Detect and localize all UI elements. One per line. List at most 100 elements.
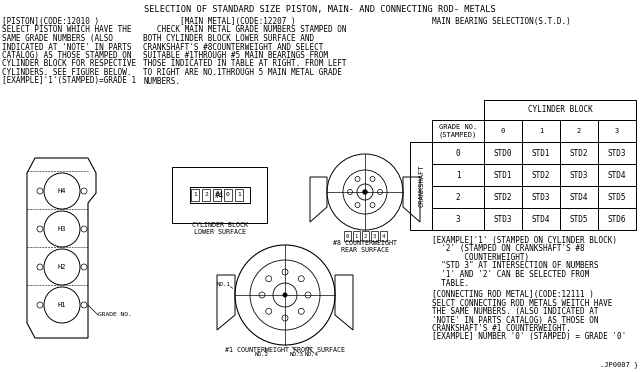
- Bar: [598, 208, 636, 230]
- Bar: [522, 186, 560, 208]
- Text: STD2: STD2: [570, 148, 588, 157]
- Text: COUNTERWEIGHT): COUNTERWEIGHT): [432, 253, 529, 262]
- Text: NO.2: NO.2: [255, 353, 269, 357]
- Text: '2' (STAMPED ON CRANKSHAFT'S #8: '2' (STAMPED ON CRANKSHAFT'S #8: [432, 244, 584, 253]
- Bar: [522, 142, 560, 164]
- Bar: [484, 142, 522, 164]
- Bar: [235, 189, 243, 201]
- Text: CATALOG) AS THOSE STAMPED ON: CATALOG) AS THOSE STAMPED ON: [2, 51, 131, 60]
- Bar: [484, 164, 522, 186]
- Text: STD1: STD1: [532, 148, 550, 157]
- Bar: [560, 208, 598, 230]
- Text: 'NOTE' IN PARTS CATALOG) AS THOSE ON: 'NOTE' IN PARTS CATALOG) AS THOSE ON: [432, 315, 598, 324]
- Text: STD5: STD5: [608, 192, 627, 202]
- Bar: [598, 164, 636, 186]
- Text: CYLINDERS. SEE FIGURE BELOW.: CYLINDERS. SEE FIGURE BELOW.: [2, 68, 131, 77]
- Text: TO RIGHT ARE NO.1THROUGH 5 MAIN METAL GRADE: TO RIGHT ARE NO.1THROUGH 5 MAIN METAL GR…: [143, 68, 342, 77]
- Bar: [344, 231, 351, 241]
- Text: NO.3: NO.3: [290, 353, 304, 357]
- Text: BOTH CYLINDER BLOCK LOWER SURFACE AND: BOTH CYLINDER BLOCK LOWER SURFACE AND: [143, 34, 314, 43]
- Text: CHECK MAIN METAL GRADE NUMBERS STAMPED ON: CHECK MAIN METAL GRADE NUMBERS STAMPED O…: [143, 26, 346, 35]
- Circle shape: [282, 292, 287, 298]
- Text: 3: 3: [372, 234, 376, 238]
- Text: MAIN BEARING SELECTION(S.T.D.): MAIN BEARING SELECTION(S.T.D.): [432, 17, 571, 26]
- Bar: [560, 120, 598, 142]
- Bar: [484, 100, 636, 120]
- Text: STD2: STD2: [493, 192, 512, 202]
- Bar: [484, 120, 522, 142]
- Bar: [191, 189, 199, 201]
- Text: NO.4: NO.4: [305, 353, 319, 357]
- Text: #8 COUNTERWEIGHT
REAR SURFACE: #8 COUNTERWEIGHT REAR SURFACE: [333, 240, 397, 253]
- Text: GRADE NO.
(STAMPED): GRADE NO. (STAMPED): [439, 124, 477, 138]
- Text: [CONNECTING ROD METAL](CODE:12111 ): [CONNECTING ROD METAL](CODE:12111 ): [432, 290, 594, 299]
- Text: 0: 0: [346, 234, 349, 238]
- Bar: [380, 231, 387, 241]
- Text: H4: H4: [58, 188, 67, 194]
- Text: [PISTON](CODE:12010 ): [PISTON](CODE:12010 ): [2, 17, 99, 26]
- Text: 2: 2: [577, 128, 581, 134]
- Text: SELECTION OF STANDARD SIZE PISTON, MAIN- AND CONNECTING ROD- METALS: SELECTION OF STANDARD SIZE PISTON, MAIN-…: [144, 5, 496, 14]
- Text: CRANKSHAFT'S #8COUNTERWEIGHT AND SELECT: CRANKSHAFT'S #8COUNTERWEIGHT AND SELECT: [143, 42, 323, 51]
- Text: 1: 1: [539, 128, 543, 134]
- Text: 3: 3: [456, 215, 460, 224]
- Text: CRANKSHAFT'S #1 COUNTERWEIGHT.: CRANKSHAFT'S #1 COUNTERWEIGHT.: [432, 324, 571, 333]
- Text: STD4: STD4: [570, 192, 588, 202]
- Bar: [202, 189, 210, 201]
- Text: 1: 1: [456, 170, 460, 180]
- Text: CYLINDER BLOCK
LOWER SURFACE: CYLINDER BLOCK LOWER SURFACE: [192, 222, 248, 235]
- Text: SELECT PISTON WHICH HAVE THE: SELECT PISTON WHICH HAVE THE: [2, 26, 131, 35]
- Bar: [522, 208, 560, 230]
- Text: STD6: STD6: [608, 215, 627, 224]
- Bar: [598, 186, 636, 208]
- Text: H2: H2: [58, 264, 67, 270]
- Bar: [213, 189, 221, 201]
- Text: STD0: STD0: [493, 148, 512, 157]
- Text: SELCT CONNECTING ROD METALS WEITCH HAVE: SELCT CONNECTING ROD METALS WEITCH HAVE: [432, 298, 612, 308]
- Bar: [598, 120, 636, 142]
- Text: STD5: STD5: [570, 215, 588, 224]
- Text: GRADE NO.: GRADE NO.: [98, 312, 132, 317]
- Bar: [172, 167, 267, 223]
- Text: NO.1: NO.1: [217, 282, 231, 288]
- Bar: [353, 231, 360, 241]
- Text: [EXAMPLE]'1' (STAMPED ON CYLINDER BLOCK): [EXAMPLE]'1' (STAMPED ON CYLINDER BLOCK): [432, 236, 617, 245]
- Text: 4: 4: [381, 234, 385, 238]
- Bar: [432, 164, 484, 186]
- Text: "STD 3" AT INTERSECTION OF NUMBERS: "STD 3" AT INTERSECTION OF NUMBERS: [432, 262, 598, 270]
- Bar: [432, 208, 484, 230]
- Bar: [362, 231, 369, 241]
- Text: 2: 2: [204, 192, 208, 196]
- Text: CYLINDER BLOCK FOR RESPECTIVE: CYLINDER BLOCK FOR RESPECTIVE: [2, 60, 136, 68]
- Text: H1: H1: [58, 302, 67, 308]
- Bar: [598, 142, 636, 164]
- Bar: [432, 120, 484, 142]
- Text: '1' AND '2' CAN BE SELECTED FROM: '1' AND '2' CAN BE SELECTED FROM: [432, 270, 589, 279]
- Text: TABLE.: TABLE.: [432, 279, 469, 288]
- Text: STD3: STD3: [493, 215, 512, 224]
- Bar: [410, 142, 432, 230]
- Text: CRANKSHAFT: CRANKSHAFT: [418, 165, 424, 207]
- Text: 2: 2: [364, 234, 367, 238]
- Text: STD2: STD2: [532, 170, 550, 180]
- Bar: [484, 186, 522, 208]
- Text: 1: 1: [237, 192, 241, 196]
- Text: STD3: STD3: [532, 192, 550, 202]
- Text: 0: 0: [456, 148, 460, 157]
- Text: INDICATED AT 'NOTE' IN PARTS: INDICATED AT 'NOTE' IN PARTS: [2, 42, 131, 51]
- Text: 0: 0: [215, 192, 219, 196]
- Text: 3: 3: [615, 128, 619, 134]
- Text: [EXAMPLE] NUMBER '0' (STAMPED) = GRADE '0': [EXAMPLE] NUMBER '0' (STAMPED) = GRADE '…: [432, 333, 627, 341]
- Text: .JP0007 }: .JP0007 }: [600, 361, 638, 368]
- Text: SAME GRADE NUMBERS (ALSO: SAME GRADE NUMBERS (ALSO: [2, 34, 113, 43]
- Bar: [432, 186, 484, 208]
- Text: SUITABLE #1THROUGH #5 MAIN BEARINGS FROM: SUITABLE #1THROUGH #5 MAIN BEARINGS FROM: [143, 51, 328, 60]
- Bar: [371, 231, 378, 241]
- Text: 0: 0: [226, 192, 230, 196]
- Text: #1 COUNTERWEIGHT FRONT SURFACE: #1 COUNTERWEIGHT FRONT SURFACE: [225, 347, 345, 353]
- Bar: [560, 164, 598, 186]
- Bar: [190, 187, 250, 203]
- Text: 1: 1: [355, 234, 358, 238]
- Bar: [224, 189, 232, 201]
- Text: THE SAME NUMBERS. (ALSO INDICATED AT: THE SAME NUMBERS. (ALSO INDICATED AT: [432, 307, 598, 316]
